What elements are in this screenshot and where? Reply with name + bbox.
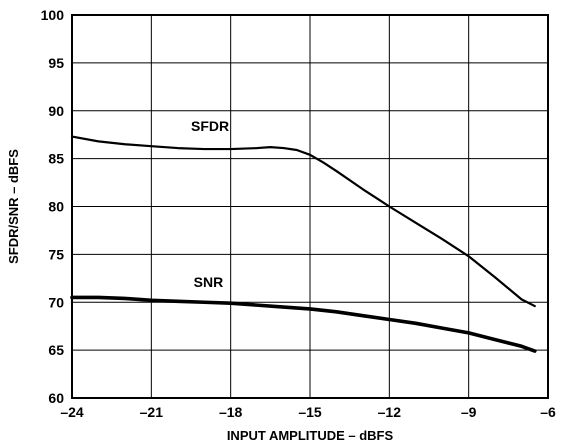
sfdr-line xyxy=(70,135,536,308)
snr-series-label: SNR xyxy=(194,274,224,290)
y-tick-label: 100 xyxy=(41,7,65,23)
x-tick-label: –9 xyxy=(461,404,477,420)
x-tick-label: –15 xyxy=(298,404,322,420)
y-tick-label: 70 xyxy=(48,294,64,310)
plot-frame xyxy=(71,14,549,399)
x-tick-label: –24 xyxy=(60,404,84,420)
sfdr-series-label: SFDR xyxy=(191,118,229,134)
y-tick-label: 80 xyxy=(48,199,64,215)
snr-line xyxy=(70,295,537,353)
x-tick-label: –6 xyxy=(540,404,556,420)
x-tick-label: –18 xyxy=(219,404,243,420)
x-tick-label: –21 xyxy=(140,404,164,420)
y-tick-label: 85 xyxy=(48,151,64,167)
y-tick-label: 65 xyxy=(48,342,64,358)
y-tick-label: 75 xyxy=(48,246,64,262)
y-tick-label: 90 xyxy=(48,103,64,119)
y-tick-label: 60 xyxy=(48,390,64,406)
grid-layer xyxy=(72,15,548,398)
x-axis-label: INPUT AMPLITUDE – dBFS xyxy=(227,428,394,443)
x-tick-label: –12 xyxy=(378,404,402,420)
y-tick-label: 95 xyxy=(48,55,64,71)
y-axis-label: SFDR/SNR – dBFS xyxy=(6,149,21,264)
tick-labels: –24 –21 –18 –15 –12 –9 –6 60 65 70 75 80 85 90 95 100 xyxy=(41,7,556,420)
plot-border xyxy=(71,14,549,399)
series-layer xyxy=(70,135,537,353)
